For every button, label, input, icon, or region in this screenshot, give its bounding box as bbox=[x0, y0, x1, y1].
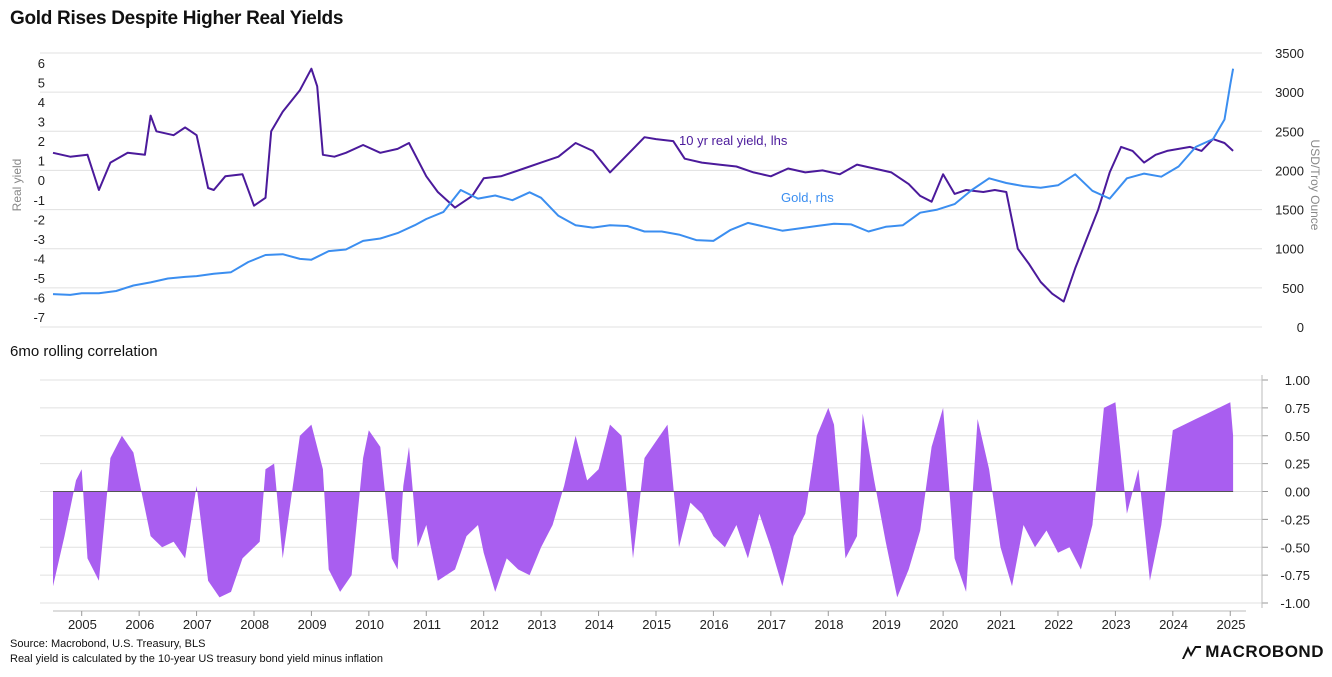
correlation-tick-label: 0.75 bbox=[1285, 401, 1310, 416]
x-tick-label: 2020 bbox=[929, 617, 958, 632]
top-panel-series bbox=[52, 67, 1235, 303]
logo-text: MACROBOND bbox=[1205, 642, 1324, 661]
right-tick-label: 3500 bbox=[1275, 46, 1304, 61]
left-tick-label: 3 bbox=[38, 115, 45, 130]
x-tick-label: 2017 bbox=[757, 617, 786, 632]
left-tick-label: -6 bbox=[33, 291, 45, 306]
x-axis-ticks: 2005 2006 2007 2008 2009 2010 2011 2012 2013 2014… bbox=[53, 610, 1246, 632]
x-tick-label: 2006 bbox=[125, 617, 154, 632]
right-tick-label: 500 bbox=[1282, 281, 1304, 296]
x-tick-label: 2023 bbox=[1102, 617, 1131, 632]
x-tick-label: 2014 bbox=[585, 617, 614, 632]
x-tick-label: 2010 bbox=[355, 617, 384, 632]
correlation-subtitle: 6mo rolling correlation bbox=[10, 343, 158, 360]
correlation-tick-label: -1.00 bbox=[1280, 596, 1310, 611]
x-tick-label: 2016 bbox=[700, 617, 729, 632]
x-tick-label: 2009 bbox=[298, 617, 327, 632]
left-tick-label: -7 bbox=[33, 310, 45, 325]
x-tick-label: 2007 bbox=[183, 617, 212, 632]
left-axis-label: Real yield bbox=[10, 159, 24, 212]
left-tick-label: 4 bbox=[38, 95, 45, 110]
right-tick-label: 1500 bbox=[1275, 203, 1304, 218]
right-tick-label: 0 bbox=[1297, 320, 1304, 335]
x-tick-label: 2012 bbox=[470, 617, 499, 632]
right-tick-label: 2500 bbox=[1275, 124, 1304, 139]
correlation-tick-label: 0.00 bbox=[1285, 485, 1310, 500]
correlation-area bbox=[53, 402, 1234, 598]
chart-title: Gold Rises Despite Higher Real Yields bbox=[10, 8, 344, 29]
right-tick-label: 3000 bbox=[1275, 85, 1304, 100]
x-tick-label: 2021 bbox=[987, 617, 1016, 632]
gold-line bbox=[52, 68, 1235, 296]
left-tick-label: -3 bbox=[33, 232, 45, 247]
x-tick-label: 2022 bbox=[1044, 617, 1073, 632]
x-tick-label: 2019 bbox=[872, 617, 901, 632]
logo-mark-icon bbox=[1182, 646, 1202, 659]
correlation-tick-label: 1.00 bbox=[1285, 373, 1310, 388]
correlation-tick-label: -0.25 bbox=[1280, 512, 1310, 527]
x-tick-label: 2018 bbox=[815, 617, 844, 632]
source-note: Source: Macrobond, U.S. Treasury, BLS bbox=[10, 638, 206, 650]
top-panel-grid bbox=[40, 52, 1262, 328]
bottom-panel-series bbox=[53, 402, 1234, 598]
correlation-axis-ticks: 1.00 0.75 0.50 0.25 0.00 -0.25 -0.50 -0.75 -1.00 bbox=[1280, 373, 1310, 611]
x-tick-label: 2008 bbox=[240, 617, 269, 632]
footer: Source: Macrobond, U.S. Treasury, BLS Re… bbox=[10, 637, 383, 667]
x-tick-label: 2005 bbox=[68, 617, 97, 632]
right-tick-label: 1000 bbox=[1275, 242, 1304, 257]
left-axis-ticks: 6 5 4 3 2 1 0 -1 -2 -3 -4 -5 -6 -7 bbox=[33, 56, 45, 325]
left-tick-label: 1 bbox=[38, 154, 45, 169]
gold-annotation: Gold, rhs bbox=[781, 190, 834, 205]
method-note: Real yield is calculated by the 10-year … bbox=[10, 653, 383, 665]
x-tick-label: 2024 bbox=[1159, 617, 1188, 632]
correlation-tick-label: 0.50 bbox=[1285, 429, 1310, 444]
left-tick-label: 0 bbox=[38, 173, 45, 188]
right-axis-ticks: 3500 3000 2500 2000 1500 1000 500 0 bbox=[1275, 46, 1304, 335]
right-tick-label: 2000 bbox=[1275, 163, 1304, 178]
left-tick-label: 5 bbox=[38, 75, 45, 90]
real-yield-line bbox=[52, 67, 1234, 303]
x-tick-label: 2011 bbox=[413, 617, 441, 632]
real-yield-annotation: 10 yr real yield, lhs bbox=[679, 133, 788, 148]
correlation-tick-label: -0.50 bbox=[1280, 540, 1310, 555]
left-tick-label: -2 bbox=[33, 212, 45, 227]
macrobond-logo: MACROBOND bbox=[1181, 642, 1324, 662]
x-tick-label: 2025 bbox=[1217, 617, 1246, 632]
left-tick-label: 2 bbox=[38, 134, 45, 149]
x-tick-label: 2013 bbox=[527, 617, 556, 632]
left-tick-label: -4 bbox=[33, 252, 45, 267]
x-tick-label: 2015 bbox=[642, 617, 671, 632]
left-tick-label: -5 bbox=[33, 271, 45, 286]
correlation-tick-label: -0.75 bbox=[1280, 568, 1310, 583]
left-tick-label: -1 bbox=[33, 193, 45, 208]
left-tick-label: 6 bbox=[38, 56, 45, 71]
right-axis-label: USD/Troy Ounce bbox=[1308, 140, 1322, 231]
correlation-tick-label: 0.25 bbox=[1285, 457, 1310, 472]
